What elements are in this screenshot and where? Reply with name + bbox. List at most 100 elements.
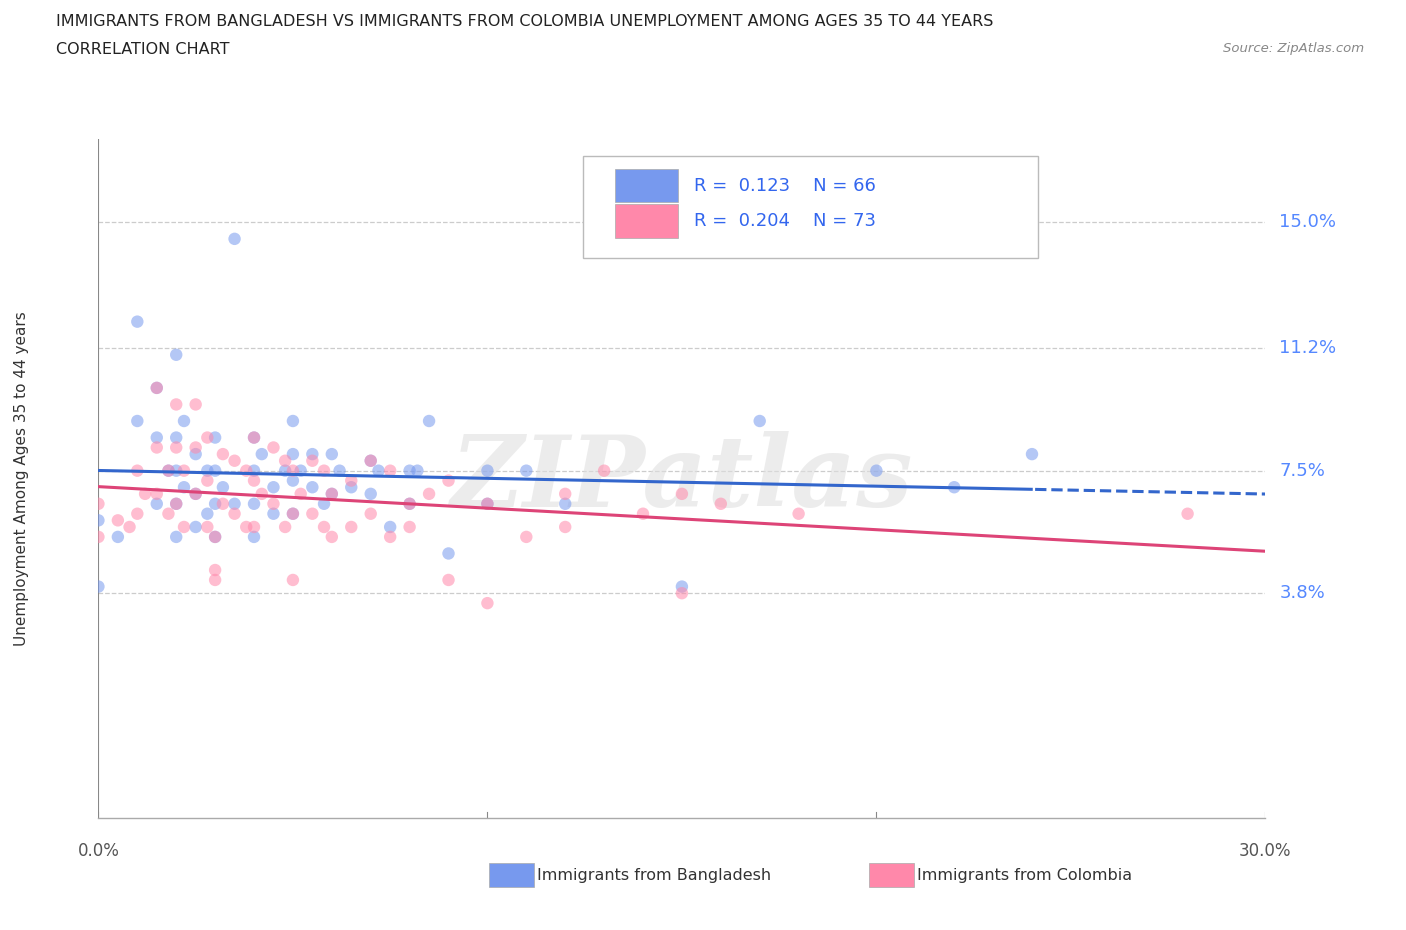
Point: [515, 463, 537, 478]
Point: [515, 529, 537, 544]
Point: [212, 497, 235, 512]
Point: [87, 529, 110, 544]
Point: [184, 397, 207, 412]
Point: [165, 497, 187, 512]
Text: ZIPatlas: ZIPatlas: [451, 431, 912, 527]
Point: [235, 520, 257, 535]
Point: [367, 463, 389, 478]
Point: [204, 529, 226, 544]
Point: [360, 486, 382, 501]
Point: [671, 586, 693, 601]
Point: [437, 573, 460, 588]
Point: [146, 430, 169, 445]
Point: [146, 497, 169, 512]
Point: [340, 480, 363, 495]
Point: [329, 463, 352, 478]
Point: [165, 463, 187, 478]
Point: [378, 529, 402, 544]
Point: [406, 463, 429, 478]
Point: [204, 563, 226, 578]
Point: [301, 506, 323, 521]
Point: [127, 506, 149, 521]
Point: [281, 573, 304, 588]
Point: [340, 473, 363, 488]
Point: [87, 497, 110, 512]
Point: [224, 506, 246, 521]
Point: [274, 453, 297, 468]
Point: [87, 579, 110, 594]
Point: [157, 506, 180, 521]
Point: [204, 573, 226, 588]
Point: [301, 480, 323, 495]
Point: [165, 497, 187, 512]
Point: [204, 529, 226, 544]
Point: [173, 414, 195, 429]
Point: [290, 486, 312, 501]
Point: [127, 314, 149, 329]
Point: [195, 473, 218, 488]
Point: [262, 440, 284, 455]
Point: [437, 546, 460, 561]
Point: [360, 453, 382, 468]
Point: [204, 430, 226, 445]
Point: [243, 520, 266, 535]
Point: [195, 520, 218, 535]
Point: [281, 473, 304, 488]
Point: [943, 480, 966, 495]
FancyBboxPatch shape: [616, 205, 679, 237]
Point: [173, 463, 195, 478]
Point: [593, 463, 616, 478]
Point: [165, 529, 187, 544]
Text: CORRELATION CHART: CORRELATION CHART: [56, 42, 229, 57]
Point: [165, 397, 187, 412]
Point: [418, 486, 440, 501]
Point: [224, 497, 246, 512]
Point: [418, 414, 440, 429]
Point: [865, 463, 887, 478]
Point: [127, 414, 149, 429]
Text: 15.0%: 15.0%: [1279, 213, 1337, 232]
Point: [398, 497, 420, 512]
Point: [312, 520, 335, 535]
Point: [184, 446, 207, 461]
Text: 7.5%: 7.5%: [1279, 461, 1326, 480]
Point: [281, 506, 304, 521]
Point: [437, 473, 460, 488]
Point: [235, 463, 257, 478]
Point: [787, 506, 810, 521]
Point: [398, 497, 420, 512]
Point: [157, 463, 180, 478]
Point: [274, 520, 297, 535]
Point: [224, 232, 246, 246]
Text: R =  0.123    N = 66: R = 0.123 N = 66: [693, 177, 876, 194]
Point: [378, 463, 402, 478]
Point: [748, 414, 770, 429]
Point: [184, 486, 207, 501]
Point: [477, 596, 499, 611]
Point: [477, 497, 499, 512]
Text: 0.0%: 0.0%: [77, 842, 120, 859]
Point: [146, 486, 169, 501]
FancyBboxPatch shape: [616, 169, 679, 203]
Point: [146, 380, 169, 395]
Point: [134, 486, 156, 501]
Point: [195, 506, 218, 521]
Text: 30.0%: 30.0%: [1239, 842, 1292, 859]
Point: [554, 520, 576, 535]
Point: [360, 506, 382, 521]
Point: [157, 463, 180, 478]
Point: [212, 480, 235, 495]
Point: [301, 453, 323, 468]
Point: [378, 520, 402, 535]
Point: [173, 520, 195, 535]
Text: IMMIGRANTS FROM BANGLADESH VS IMMIGRANTS FROM COLOMBIA UNEMPLOYMENT AMONG AGES 3: IMMIGRANTS FROM BANGLADESH VS IMMIGRANTS…: [56, 14, 994, 29]
Point: [290, 463, 312, 478]
Point: [204, 497, 226, 512]
Point: [554, 486, 576, 501]
Point: [250, 446, 273, 461]
Point: [204, 463, 226, 478]
Point: [477, 497, 499, 512]
Point: [262, 480, 284, 495]
Point: [165, 430, 187, 445]
Text: Immigrants from Colombia: Immigrants from Colombia: [917, 868, 1132, 883]
